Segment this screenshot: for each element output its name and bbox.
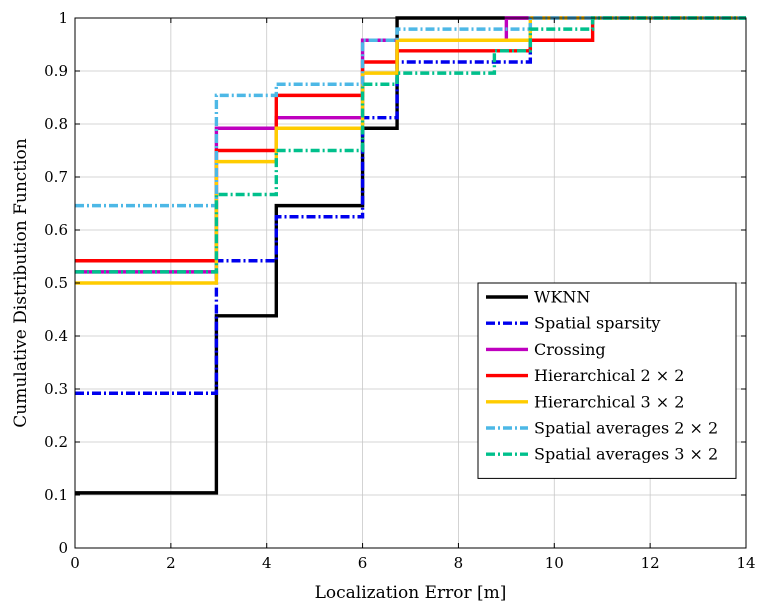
x-tick-label: 4 (262, 554, 272, 572)
series-line-4 (75, 16, 746, 285)
legend-label-0: WKNN (534, 288, 590, 307)
x-tick-label: 8 (454, 554, 464, 572)
y-tick-label: 0 (58, 539, 68, 557)
x-tick-label: 12 (641, 554, 660, 572)
y-tick-label: 0.6 (44, 221, 68, 239)
legend-label-3: Hierarchical 2 × 2 (534, 366, 684, 385)
legend-label-1: Spatial sparsity (534, 314, 660, 333)
y-tick-label: 0.1 (44, 486, 68, 504)
y-axis-label: Cumulative Distribution Function (11, 138, 31, 428)
y-tick-label: 0.3 (44, 380, 68, 398)
y-tick-label: 1 (58, 9, 68, 27)
series-line-3 (75, 16, 746, 263)
y-tick-label: 0.7 (44, 168, 68, 186)
legend-label-2: Crossing (534, 340, 606, 359)
y-tick-label: 0.9 (44, 62, 68, 80)
series-line-5 (75, 16, 746, 208)
x-tick-label: 0 (70, 554, 80, 572)
legend-label-5: Spatial averages 2 × 2 (534, 419, 718, 438)
x-tick-label: 2 (166, 554, 176, 572)
y-tick-label: 0.5 (44, 274, 68, 292)
series-line-2 (75, 16, 746, 274)
legend-label-4: Hierarchical 3 × 2 (534, 392, 684, 411)
x-tick-label: 10 (545, 554, 564, 572)
series-line-6 (75, 16, 746, 274)
y-tick-label: 0.4 (44, 327, 68, 345)
y-tick-label: 0.2 (44, 433, 68, 451)
x-tick-label: 6 (358, 554, 368, 572)
plot-series (75, 16, 746, 495)
legend-box (477, 282, 737, 479)
axis-ticks: 0 2 4 6 8 10 12 14 0 0.1 0.2 0.3 0.4 0.5 0.6 0.7 0.8 0.9 1 (44, 9, 755, 572)
legend: WKNN Spatial sparsity Crossing Hierarchical… (477, 282, 737, 479)
y-tick-label: 0.8 (44, 115, 68, 133)
legend-label-6: Spatial averages 3 × 2 (534, 445, 718, 464)
x-tick-label: 14 (736, 554, 755, 572)
x-axis-label: Localization Error [m] (315, 583, 507, 603)
